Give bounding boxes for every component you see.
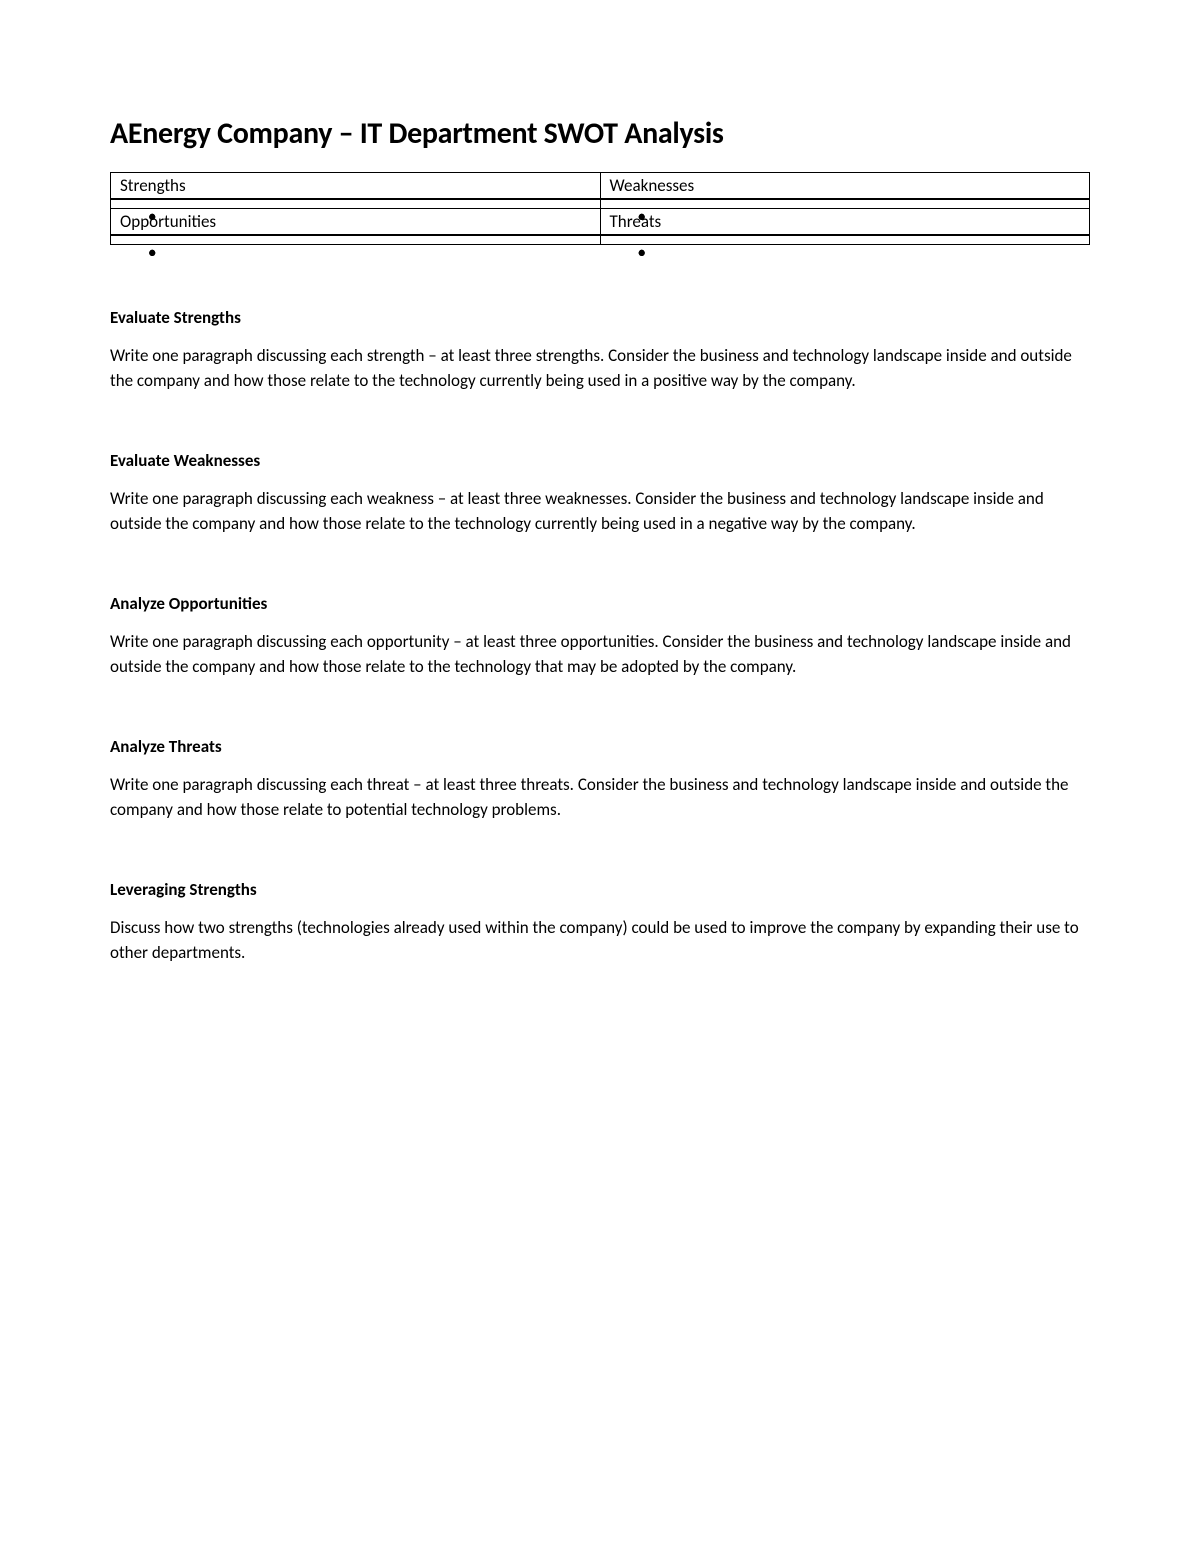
swot-cell-weaknesses: Weaknesses [600, 173, 1090, 200]
section-heading: Analyze Opportunities [110, 593, 1090, 614]
section-body: Write one paragraph discussing each thre… [110, 773, 1090, 823]
swot-bullets-strengths [111, 200, 601, 209]
section-heading: Leveraging Strengths [110, 879, 1090, 900]
section-evaluate-strengths: Evaluate Strengths Write one paragraph d… [110, 307, 1090, 394]
section-heading: Evaluate Strengths [110, 307, 1090, 328]
swot-cell-opportunities: Opportunities [111, 209, 601, 236]
section-leveraging-strengths: Leveraging Strengths Discuss how two str… [110, 879, 1090, 966]
section-analyze-opportunities: Analyze Opportunities Write one paragrap… [110, 593, 1090, 680]
swot-cell-threats: Threats [600, 209, 1090, 236]
section-analyze-threats: Analyze Threats Write one paragraph disc… [110, 736, 1090, 823]
section-heading: Analyze Threats [110, 736, 1090, 757]
swot-bullets-weaknesses [600, 200, 1090, 209]
swot-header-opportunities: Opportunities [111, 209, 600, 235]
section-body: Write one paragraph discussing each oppo… [110, 630, 1090, 680]
section-body: Discuss how two strengths (technologies … [110, 916, 1090, 966]
swot-header-threats: Threats [601, 209, 1090, 235]
section-evaluate-weaknesses: Evaluate Weaknesses Write one paragraph … [110, 450, 1090, 537]
section-body: Write one paragraph discussing each stre… [110, 344, 1090, 394]
swot-bullets-threats [600, 236, 1090, 245]
page-title: AEnergy Company – IT Department SWOT Ana… [110, 115, 1090, 152]
swot-header-weaknesses: Weaknesses [601, 173, 1090, 199]
swot-header-strengths: Strengths [111, 173, 600, 199]
swot-bullets-opportunities [111, 236, 601, 245]
section-heading: Evaluate Weaknesses [110, 450, 1090, 471]
section-body: Write one paragraph discussing each weak… [110, 487, 1090, 537]
swot-table: Strengths Weaknesses [110, 172, 1090, 245]
swot-cell-strengths: Strengths [111, 173, 601, 200]
